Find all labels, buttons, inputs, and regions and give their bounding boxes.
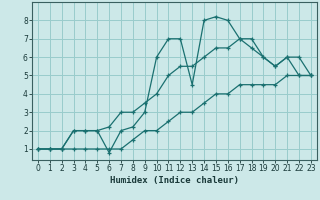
X-axis label: Humidex (Indice chaleur): Humidex (Indice chaleur) (110, 176, 239, 185)
